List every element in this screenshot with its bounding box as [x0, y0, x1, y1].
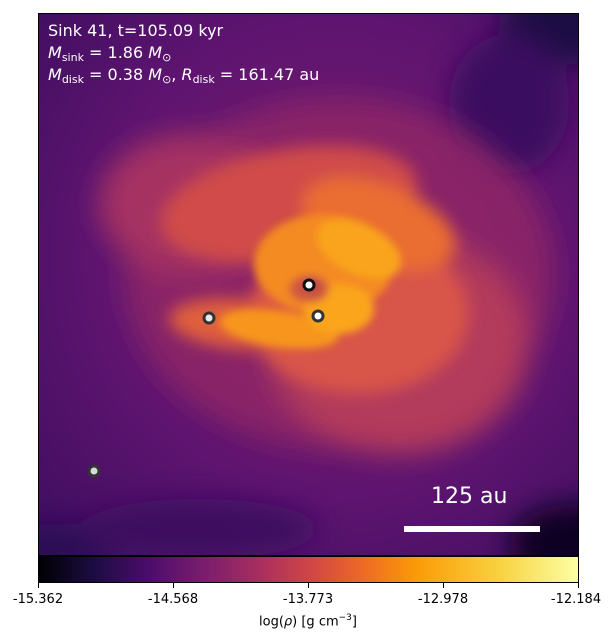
distant-sink: [87, 464, 101, 478]
scalebar: [404, 526, 540, 532]
colorbar-tick: [173, 583, 174, 588]
colorbar-tick-label: -12.184: [550, 592, 602, 607]
low-density-regions: [39, 14, 578, 555]
density-map-image: [39, 14, 578, 555]
scalebar-label: 125 au: [431, 484, 508, 509]
snapshot-label: Sink 41, t=105.09 kyr: [48, 21, 224, 40]
sink-particles: [87, 278, 325, 478]
colorbar-tick: [578, 583, 579, 588]
colorbar-tick-label: -13.773: [282, 592, 334, 607]
colorbar-tick-label: -12.978: [417, 592, 469, 607]
colorbar-label: log(ρ) [g cm−3]: [259, 613, 357, 630]
colorbar-tick: [443, 583, 444, 588]
companion-sink-left: [202, 311, 216, 325]
colorbar-tick: [38, 583, 39, 588]
colorbar: [38, 556, 579, 583]
density-map: Sink 41, t=105.09 kyr Msink = 1.86 M⊙ Md…: [38, 13, 579, 556]
disk-properties-label: Mdisk = 0.38 M⊙, Rdisk = 161.47 au: [48, 65, 320, 86]
colorbar-tick: [308, 583, 309, 588]
colorbar-tick-label: -15.362: [12, 592, 64, 607]
sink-mass-label: Msink = 1.86 M⊙: [48, 43, 172, 64]
colorbar-tick-label: -14.568: [147, 592, 199, 607]
companion-sink-right: [311, 309, 325, 323]
inner-disk: [219, 214, 402, 349]
primary-sink: [302, 278, 316, 292]
